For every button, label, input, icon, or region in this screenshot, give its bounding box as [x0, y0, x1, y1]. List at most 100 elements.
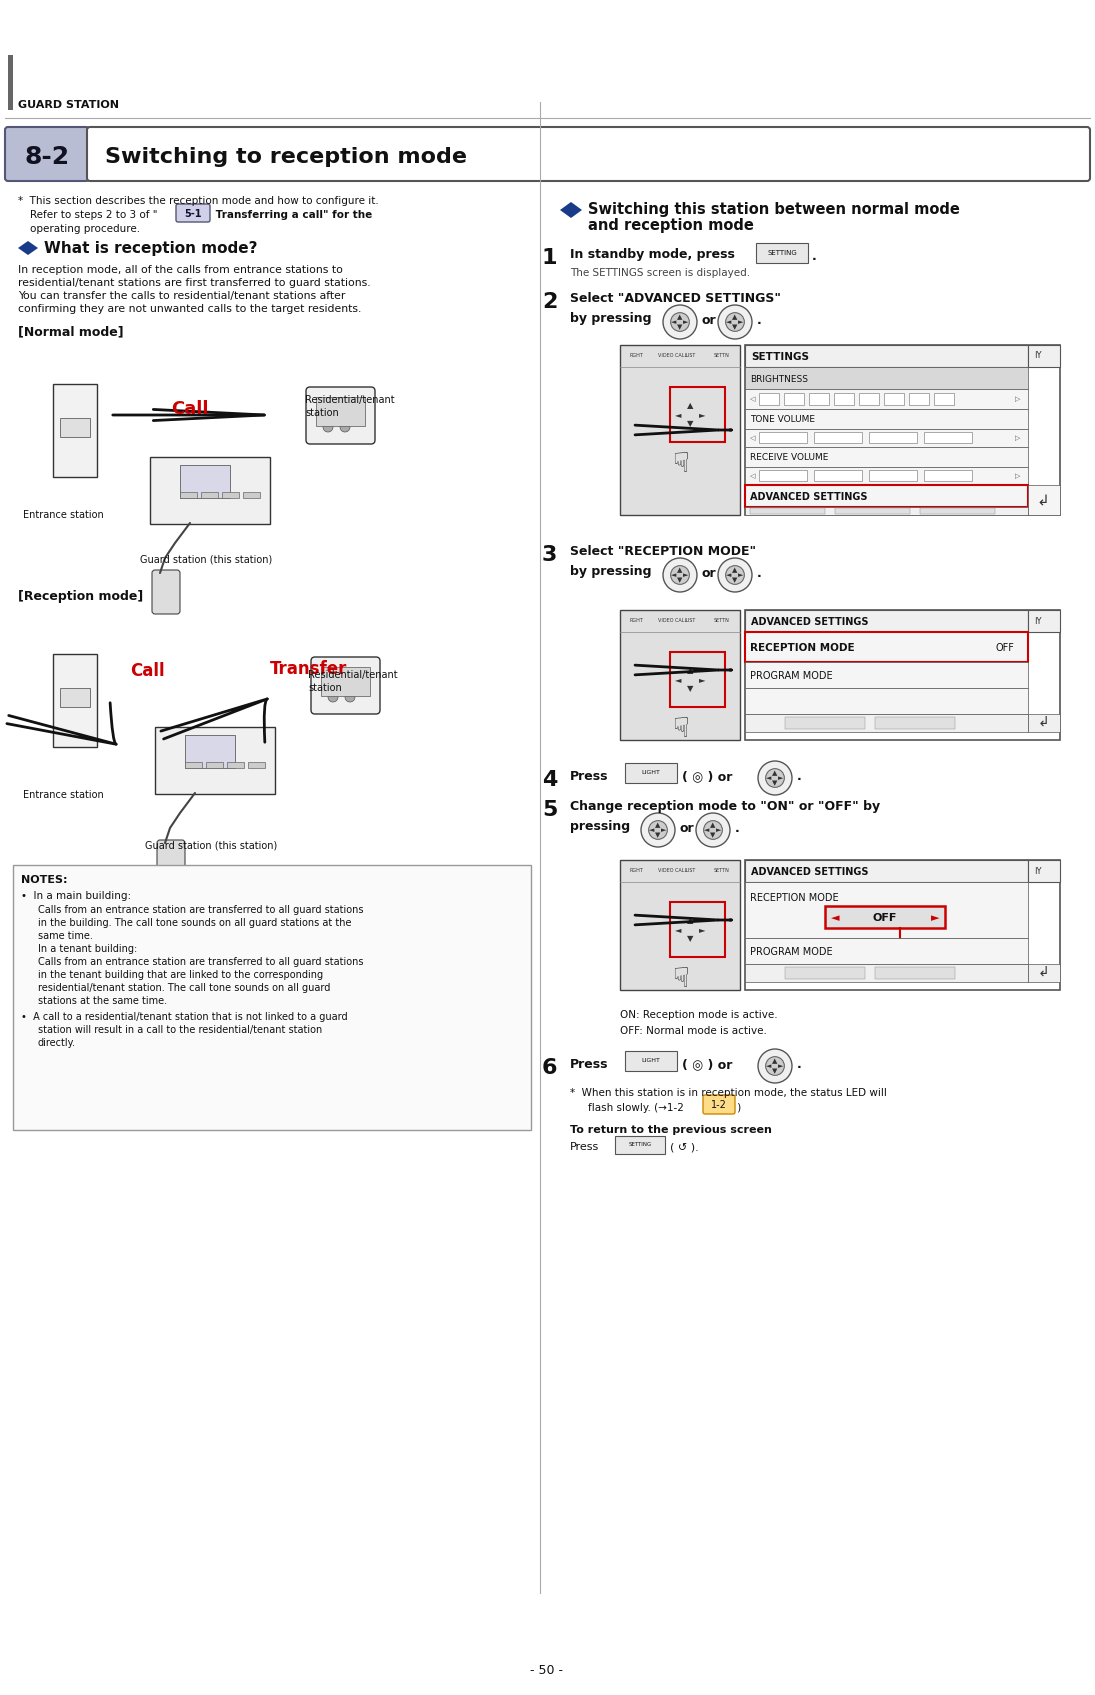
Bar: [620, 346, 740, 515]
Text: ▲: ▲: [687, 666, 693, 676]
Text: in the tenant building that are linked to the corresponding: in the tenant building that are linked t…: [38, 970, 323, 980]
Circle shape: [757, 715, 773, 731]
Circle shape: [239, 492, 257, 508]
Text: ►: ►: [683, 571, 689, 578]
Text: ►: ►: [699, 676, 705, 685]
Circle shape: [672, 397, 708, 432]
Circle shape: [172, 471, 174, 475]
Text: LIGHT: LIGHT: [642, 771, 660, 776]
Circle shape: [62, 722, 68, 727]
Text: Select "ADVANCED SETTINGS": Select "ADVANCED SETTINGS": [570, 292, 781, 305]
Text: *  This section describes the reception mode and how to configure it.: * This section describes the reception m…: [18, 197, 379, 207]
FancyBboxPatch shape: [87, 127, 1090, 181]
Circle shape: [162, 736, 164, 737]
Text: Select "RECEPTION MODE": Select "RECEPTION MODE": [570, 546, 757, 558]
Text: RGHT: RGHT: [630, 619, 644, 624]
Circle shape: [662, 305, 698, 339]
Text: Switching to reception mode: Switching to reception mode: [105, 147, 466, 168]
Text: stations at the same time.: stations at the same time.: [38, 997, 168, 1007]
Bar: [316, 397, 365, 425]
Bar: [180, 492, 196, 498]
Text: ▼: ▼: [733, 324, 738, 331]
Text: or: or: [680, 822, 694, 836]
Text: ►: ►: [779, 1063, 784, 1070]
Text: ►: ►: [699, 925, 705, 934]
Text: ▲: ▲: [772, 770, 777, 776]
Bar: [809, 393, 829, 405]
Text: ▷: ▷: [1015, 473, 1021, 480]
Text: Entrance station: Entrance station: [23, 790, 104, 800]
Text: ◁: ◁: [750, 436, 756, 441]
Text: station will result in a call to the residential/tenant station: station will result in a call to the res…: [38, 1025, 322, 1036]
Text: ↲: ↲: [1037, 493, 1049, 508]
Bar: [750, 508, 825, 514]
Circle shape: [341, 422, 350, 432]
Text: ▼: ▼: [687, 685, 693, 693]
FancyBboxPatch shape: [5, 127, 89, 181]
Text: SETTN: SETTN: [714, 619, 730, 624]
Text: RECEPTION MODE: RECEPTION MODE: [750, 893, 839, 903]
Text: PROGRAM MODE: PROGRAM MODE: [750, 671, 832, 681]
Bar: [1028, 859, 1060, 881]
Circle shape: [648, 820, 667, 839]
Circle shape: [70, 670, 80, 680]
Bar: [756, 242, 808, 263]
Bar: [13, 864, 531, 1131]
Text: You can transfer the calls to residential/tenant stations after: You can transfer the calls to residentia…: [18, 292, 345, 302]
Polygon shape: [560, 202, 583, 219]
Text: 5: 5: [542, 800, 557, 820]
Bar: [185, 736, 235, 768]
Circle shape: [670, 566, 690, 585]
Text: confirming they are not unwanted calls to the target residents.: confirming they are not unwanted calls t…: [18, 303, 361, 314]
Text: The SETTINGS screen is displayed.: The SETTINGS screen is displayed.: [570, 268, 750, 278]
Text: RGHT: RGHT: [630, 868, 644, 873]
Circle shape: [672, 912, 708, 948]
Text: in the building. The call tone sounds on all guard stations at the: in the building. The call tone sounds on…: [38, 919, 351, 927]
Circle shape: [631, 903, 662, 936]
Circle shape: [711, 392, 739, 419]
Text: SETTN: SETTN: [714, 353, 730, 358]
Text: OFF: Normal mode is active.: OFF: Normal mode is active.: [620, 1025, 766, 1036]
Circle shape: [711, 907, 739, 934]
Bar: [670, 386, 725, 442]
Circle shape: [169, 471, 171, 475]
Bar: [745, 408, 1028, 429]
Bar: [825, 907, 945, 927]
Circle shape: [161, 466, 163, 468]
Circle shape: [62, 468, 68, 473]
Text: Calls from an entrance station are transferred to all guard stations: Calls from an entrance station are trans…: [38, 905, 364, 915]
Bar: [1028, 346, 1060, 368]
Text: LIST: LIST: [685, 868, 696, 873]
Text: ↲: ↲: [1037, 715, 1049, 731]
Bar: [745, 663, 1028, 688]
Circle shape: [345, 692, 355, 702]
Text: and reception mode: and reception mode: [588, 219, 753, 232]
Text: 4: 4: [542, 770, 557, 790]
Text: ◄: ◄: [726, 319, 731, 325]
Text: .: .: [735, 822, 740, 836]
Text: [Reception mode]: [Reception mode]: [18, 590, 143, 603]
Text: Calls from an entrance station are transferred to all guard stations: Calls from an entrance station are trans…: [38, 958, 364, 968]
Circle shape: [65, 395, 85, 415]
Text: ►: ►: [683, 319, 689, 325]
Bar: [924, 470, 972, 481]
Bar: [745, 859, 1060, 990]
Circle shape: [170, 736, 172, 737]
Text: •  A call to a residential/tenant station that is not linked to a guard: • A call to a residential/tenant station…: [21, 1012, 347, 1022]
Text: ☟: ☟: [671, 964, 689, 993]
Text: ◄: ◄: [671, 319, 677, 325]
Circle shape: [165, 747, 168, 751]
Bar: [745, 937, 1028, 964]
Bar: [1028, 610, 1060, 632]
FancyBboxPatch shape: [152, 570, 180, 614]
Bar: [745, 346, 1028, 368]
Bar: [745, 368, 1028, 388]
Text: by pressing: by pressing: [570, 312, 652, 325]
Circle shape: [162, 747, 164, 751]
FancyBboxPatch shape: [306, 386, 374, 444]
Circle shape: [170, 747, 172, 751]
Text: ▲: ▲: [687, 402, 693, 410]
Text: - 50 -: - 50 -: [530, 1663, 564, 1676]
FancyBboxPatch shape: [157, 841, 185, 885]
Text: In reception mode, all of the calls from entrance stations to: In reception mode, all of the calls from…: [18, 264, 343, 275]
